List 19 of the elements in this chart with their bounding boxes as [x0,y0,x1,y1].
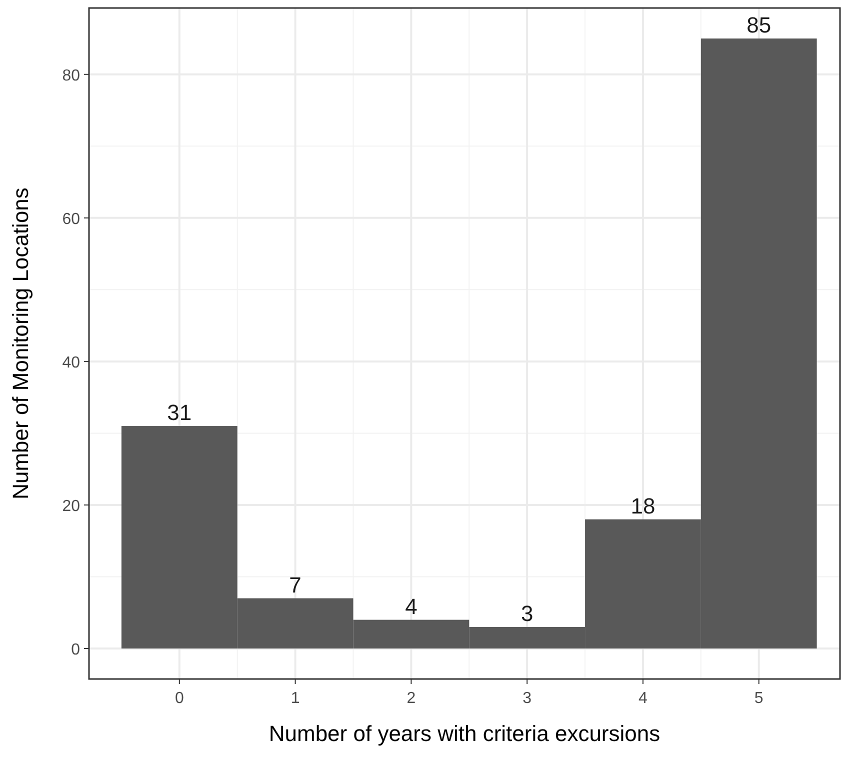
data-label: 7 [289,572,302,598]
x-tick-label: 3 [522,690,532,707]
x-tick-label: 1 [290,690,300,707]
y-axis-title: Number of Monitoring Locations [8,188,33,500]
data-label: 31 [167,400,192,426]
y-tick-label: 20 [62,498,80,515]
x-tick-label: 5 [754,690,764,707]
data-label: 4 [405,594,418,619]
y-tick-label: 40 [62,354,80,372]
y-tick-label: 0 [71,642,80,658]
x-tick-label: 2 [406,690,416,707]
data-label: 85 [746,12,772,38]
y-tick-label: 80 [62,67,80,84]
data-label: 3 [520,600,534,626]
x-tick-label: 4 [638,690,648,707]
x-axis-title: Number of years with criteria excursions [268,721,660,746]
x-tick-label: 0 [174,690,184,707]
data-label: 18 [630,493,656,518]
y-tick-label: 60 [62,210,80,228]
